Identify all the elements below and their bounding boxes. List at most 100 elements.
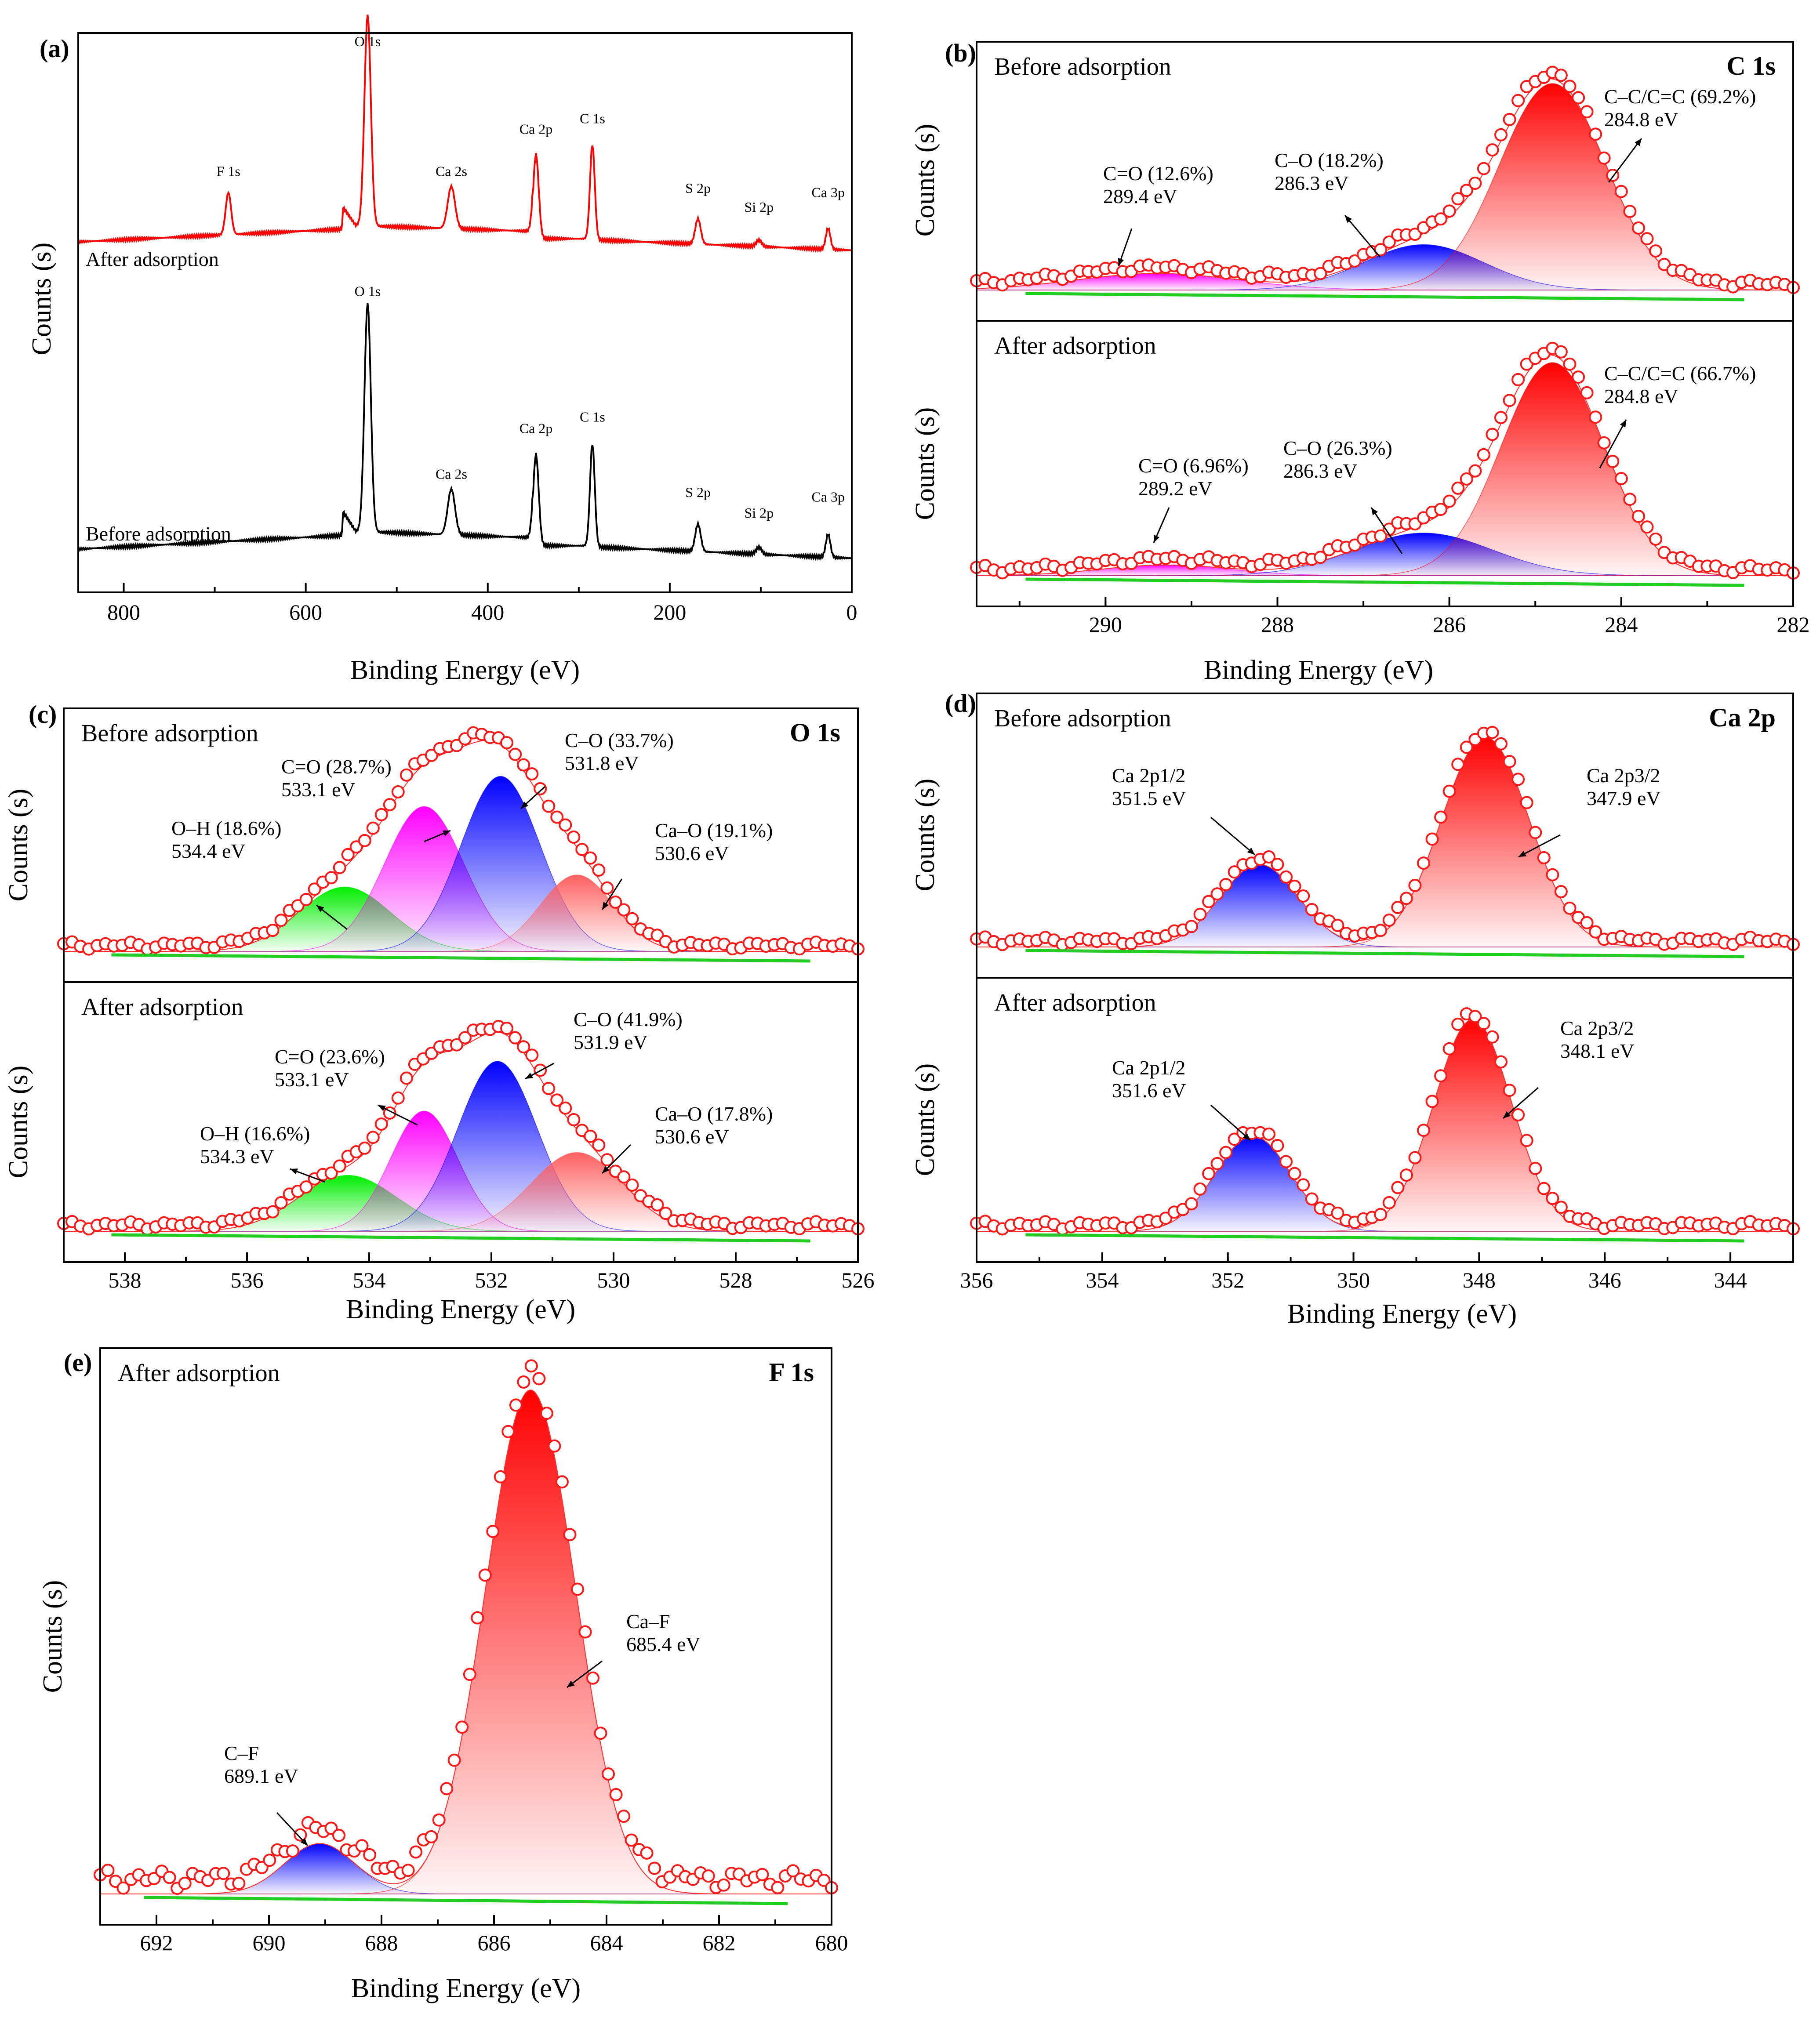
panel-tag: (d) (945, 689, 976, 718)
arrow-head (1503, 1111, 1511, 1118)
data-point (1597, 151, 1611, 165)
data-point (1184, 920, 1198, 933)
data-point (1614, 185, 1628, 198)
annotation-label: Ca 2p1/2 (1112, 764, 1185, 787)
arrow-head (1371, 508, 1378, 515)
annotation-label: C=O (28.7%) (281, 755, 392, 778)
x-tick-label: 800 (107, 600, 140, 624)
background-baseline (1025, 1233, 1744, 1243)
data-point (548, 1439, 561, 1453)
peak-label: S 2p (685, 180, 711, 196)
annotation-energy: 348.1 eV (1560, 1040, 1635, 1062)
data-point (486, 1525, 500, 1538)
data-point (1391, 901, 1405, 914)
annotation-label: C–F (224, 1742, 259, 1764)
arrow-head (1345, 215, 1352, 223)
data-point (1425, 832, 1439, 846)
peak-label: Si 2p (744, 505, 774, 521)
data-point (163, 1871, 176, 1884)
x-tick-label: 350 (1337, 1268, 1370, 1292)
data-point (563, 1528, 577, 1542)
peak-label: Ca 2p (519, 121, 553, 137)
data-point (1468, 464, 1482, 478)
annotation-label: C=O (12.6%) (1103, 162, 1213, 185)
x-axis-label: Binding Energy (eV) (1287, 1299, 1517, 1329)
series-caption: Before adsorption (86, 522, 231, 545)
data-point (274, 1196, 288, 1209)
data-point (1193, 907, 1207, 921)
panel-tag: (c) (29, 700, 57, 729)
data-point (648, 1861, 661, 1875)
data-point (659, 1207, 672, 1220)
data-point (1563, 901, 1577, 915)
data-point (584, 1129, 597, 1143)
data-point (440, 1782, 454, 1796)
data-point (717, 1878, 730, 1892)
data-markers (57, 1019, 865, 1236)
component-peak-ca-f (100, 1389, 832, 1894)
data-point (1511, 373, 1525, 386)
data-point (1632, 510, 1645, 523)
data-point (425, 1830, 438, 1843)
data-point (1408, 878, 1422, 892)
annotation-label: C=O (6.96%) (1138, 454, 1249, 477)
data-point (374, 1117, 388, 1131)
annotation-energy: 531.9 eV (574, 1031, 648, 1053)
data-point (1331, 1206, 1344, 1220)
data-point (1640, 232, 1654, 246)
data-point (1614, 472, 1628, 486)
annotation-arrow (378, 1104, 418, 1126)
background-baseline (1025, 949, 1744, 958)
arrow-head (1635, 138, 1642, 146)
data-point (266, 1205, 280, 1219)
arrow-head (602, 1166, 610, 1173)
data-point (1434, 1069, 1448, 1083)
y-axis-label: Counts (s) (38, 1580, 68, 1693)
arrow-head (1247, 847, 1255, 855)
subplot-title: Before adsorption (994, 705, 1171, 732)
data-point (600, 881, 614, 895)
data-point (625, 912, 639, 925)
annotation-energy: 534.4 eV (171, 840, 246, 862)
panel-tag: (a) (40, 34, 69, 63)
annotation-energy: 685.4 eV (626, 1633, 701, 1655)
data-point (1193, 1182, 1207, 1196)
data-point (532, 1372, 546, 1386)
data-point (1468, 1010, 1482, 1023)
data-point (1563, 80, 1577, 93)
data-point (600, 1153, 614, 1167)
data-point (463, 1668, 476, 1681)
data-point (534, 782, 547, 795)
background-baseline (111, 953, 810, 963)
data-markers (970, 1007, 1800, 1236)
x-tick-label: 684 (590, 1930, 623, 1955)
series-caption: After adsorption (86, 248, 219, 270)
data-point (1580, 105, 1594, 119)
annotation-label: Ca 2p1/2 (1112, 1056, 1185, 1079)
data-point (1520, 796, 1533, 809)
data-point (524, 1359, 538, 1373)
data-point (1494, 737, 1508, 751)
annotation-label: C–O (18.2%) (1275, 149, 1384, 171)
data-point (432, 1813, 446, 1827)
data-point (1399, 1168, 1413, 1182)
data-point (617, 1170, 631, 1184)
annotation-arrow (1518, 834, 1561, 858)
data-point (308, 882, 321, 896)
data-point (1649, 532, 1663, 546)
data-point (366, 821, 380, 835)
data-point (1297, 1178, 1310, 1192)
data-point (1228, 1132, 1241, 1146)
data-point (559, 1101, 572, 1115)
data-point (1477, 162, 1490, 175)
annotation-label: Ca–F (626, 1610, 670, 1632)
y-axis-label: Counts (s) (910, 407, 940, 520)
annotation-arrow (276, 1812, 309, 1846)
annotation-arrow (1503, 1087, 1539, 1119)
data-point (771, 1881, 785, 1894)
data-point (1271, 1139, 1284, 1152)
data-point (1451, 481, 1465, 495)
data-point (1305, 1192, 1319, 1206)
peak-label: F 1s (217, 163, 240, 179)
data-point (471, 1611, 484, 1625)
